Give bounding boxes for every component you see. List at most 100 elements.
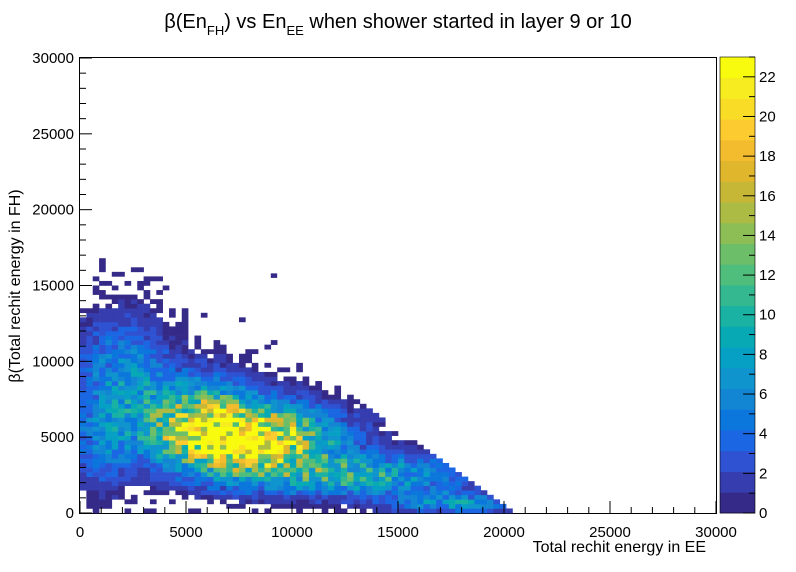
heatmap-cell [181,394,189,400]
heatmap-cell [277,390,284,395]
heatmap-cell [143,381,151,386]
heatmap-cell [213,431,221,436]
heatmap-cell [175,362,183,368]
heatmap-cell [169,394,176,400]
heatmap-cell [378,503,386,509]
heatmap-cell [207,362,214,368]
heatmap-cell [105,431,113,436]
heatmap-cell [92,394,100,400]
heatmap-cell [118,326,125,332]
heatmap-cell [118,472,125,477]
heatmap-cell [302,403,310,409]
heatmap-cell [130,326,138,332]
heatmap-cell [200,449,208,455]
heatmap-cell [353,490,361,496]
heatmap-cell [404,490,412,496]
heatmap-cell [264,394,272,400]
heatmap-cell [270,458,278,464]
heatmap-cell [188,399,195,405]
heatmap-cell [340,403,348,409]
heatmap-cell [315,399,322,405]
heatmap-cell [385,431,392,436]
heatmap-cell [156,376,163,382]
heatmap-cell [315,462,322,468]
heatmap-cell [194,412,202,418]
heatmap-cell [315,467,322,473]
heatmap-cell [86,349,94,355]
heatmap-cell [92,444,100,450]
heatmap-cell [188,508,195,514]
heatmap-cell [111,490,119,496]
heatmap-cell [340,490,348,496]
heatmap-cell [213,349,221,355]
heatmap-cell [372,412,380,418]
heatmap-cell [86,371,94,377]
heatmap-cell [130,303,138,309]
heatmap-cell [92,276,100,282]
heatmap-cell [149,326,157,332]
heatmap-cell [149,499,157,505]
heatmap-cell [289,431,297,436]
heatmap-cell [436,472,443,477]
heatmap-cell [251,408,259,414]
heatmap-cell [410,462,418,468]
heatmap-cell [264,462,272,468]
heatmap-cell [124,321,132,327]
heatmap-cell [270,435,278,441]
heatmap-cell [99,317,106,323]
heatmap-cell [245,485,253,491]
heatmap-cell [308,385,316,391]
heatmap-cell [143,490,151,496]
heatmap-cell [410,458,418,464]
heatmap-cell [270,449,278,455]
heatmap-cell [188,426,195,432]
heatmap-cell [92,321,100,327]
heatmap-cell [105,494,113,500]
heatmap-cell [149,467,157,473]
heatmap-cell [143,462,151,468]
heatmap-cell [270,403,278,409]
heatmap-cell [347,408,354,414]
heatmap-cell [181,362,189,368]
heatmap-cell [239,453,246,459]
heatmap-cell [328,444,335,450]
heatmap-cell [251,367,259,373]
heatmap-cell [149,440,157,446]
heatmap-cell [181,358,189,364]
heatmap-cell [289,390,297,395]
heatmap-cell [245,403,253,409]
heatmap-cell [92,485,100,491]
heatmap-cell [283,490,291,496]
heatmap-cell [232,444,240,450]
heatmap-cell [86,494,94,500]
heatmap-cell [86,344,94,350]
heatmap-cell [347,494,354,500]
colorbar-segment [720,388,755,410]
heatmap-cell [417,467,424,473]
heatmap-cell [200,444,208,450]
heatmap-cell [194,353,202,359]
heatmap-cell [188,367,195,373]
colorbar-segment [720,160,755,182]
heatmap-cell [251,390,259,395]
title-mid: ) vs En [224,11,286,33]
heatmap-cell [232,371,240,377]
heatmap-cell [137,462,144,468]
heatmap-cell [321,508,329,514]
heatmap-cell [296,485,303,491]
heatmap-cell [156,371,163,377]
heatmap-cell [232,367,240,373]
heatmap-cell [124,312,132,318]
heatmap-cell [308,481,316,486]
heatmap-cell [92,381,100,386]
colorbar-tick-label: 22 [759,69,776,86]
heatmap-cell [156,476,163,482]
heatmap-cell [461,481,469,486]
heatmap-cell [340,453,348,459]
heatmap-cell [143,317,151,323]
heatmap-cell [461,485,469,491]
heatmap-cell [264,431,272,436]
heatmap-cell [111,435,119,441]
heatmap-cell [372,426,380,432]
heatmap-cell [213,449,221,455]
